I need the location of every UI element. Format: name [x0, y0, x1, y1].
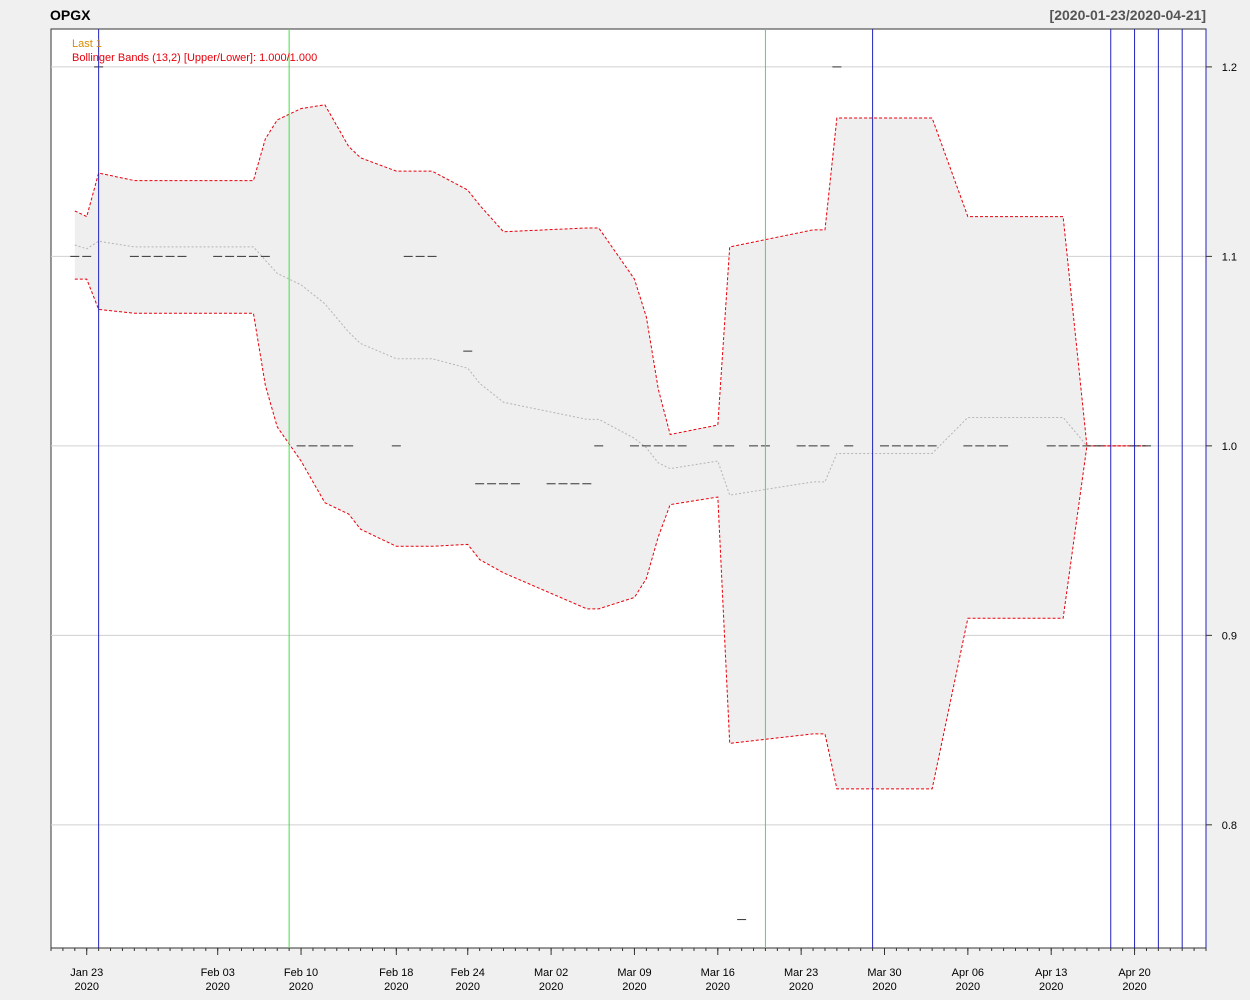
x-tick-label: Mar 02: [534, 967, 568, 979]
legend-entry-last: Last 1: [72, 38, 102, 50]
x-tick-label: Apr 20: [1118, 967, 1150, 979]
y-tick-label: 0.9: [1222, 630, 1237, 642]
ma-line: [74, 240, 1147, 496]
chart-title: OPGX: [50, 7, 91, 23]
moving-average-line: [74, 240, 1147, 496]
x-tick-year: 2020: [872, 981, 896, 993]
x-tick-label: Feb 24: [451, 967, 485, 979]
x-tick-year: 2020: [789, 981, 813, 993]
x-tick-label: Mar 30: [867, 967, 901, 979]
legend-entry-bollinger: Bollinger Bands (13,2) [Upper/Lower]: 1.…: [72, 52, 317, 64]
legend: Last 1 Bollinger Bands (13,2) [Upper/Low…: [72, 38, 317, 64]
lower-band-line: [74, 278, 1147, 790]
x-tick-year: 2020: [706, 981, 730, 993]
x-tick-label: Jan 23: [70, 967, 103, 979]
x-tick-label: Mar 16: [701, 967, 735, 979]
x-tick-year: 2020: [74, 981, 98, 993]
x-tick-year: 2020: [1039, 981, 1063, 993]
x-tick-year: 2020: [205, 981, 229, 993]
upper-band-line: [74, 104, 1147, 447]
y-tick-label: 1.2: [1222, 62, 1237, 74]
price-series: [70, 66, 1151, 921]
y-tick-label: 0.8: [1222, 820, 1237, 832]
x-tick-label: Apr 13: [1035, 967, 1067, 979]
band-area: [74, 104, 1147, 789]
x-tick-label: Apr 06: [952, 967, 984, 979]
x-tick-year: 2020: [384, 981, 408, 993]
grid-lines: [51, 66, 1206, 826]
x-tick-label: Mar 09: [617, 967, 651, 979]
event-vertical-lines: [98, 29, 1207, 948]
y-axis: 0.8 0.9 1.0 1.1 1.2: [1206, 62, 1237, 832]
x-tick-year: 2020: [539, 981, 563, 993]
x-tick-year: 2020: [456, 981, 480, 993]
bollinger-band-fill: [74, 104, 1147, 789]
date-range-label: [2020-01-23/2020-04-21]: [1050, 7, 1206, 23]
x-tick-label: Feb 03: [201, 967, 235, 979]
x-tick-label: Mar 23: [784, 967, 818, 979]
y-tick-label: 1.0: [1222, 441, 1237, 453]
x-tick-year: 2020: [622, 981, 646, 993]
x-tick-year: 2020: [956, 981, 980, 993]
x-tick-label: Feb 18: [379, 967, 413, 979]
x-tick-label: Feb 10: [284, 967, 318, 979]
x-tick-year: 2020: [1122, 981, 1146, 993]
bollinger-band-lines: [74, 104, 1147, 790]
y-tick-label: 1.1: [1222, 251, 1237, 263]
x-tick-year: 2020: [289, 981, 313, 993]
x-axis: Jan 23 2020 Feb 03 2020 Feb 10 2020 Feb 18 2020…: [50, 948, 1207, 993]
